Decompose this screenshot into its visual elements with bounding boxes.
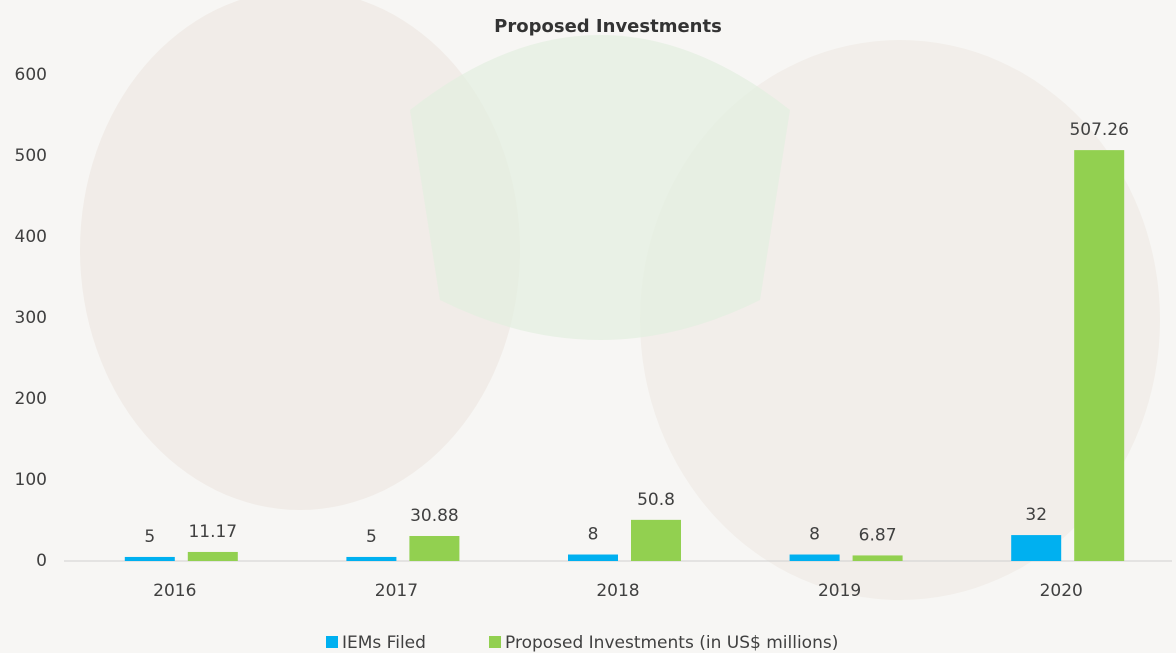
bar (852, 555, 903, 561)
data-label: 30.88 (410, 506, 459, 526)
bar (1011, 535, 1062, 561)
y-tick-label: 600 (15, 65, 47, 85)
legend-label: IEMs Filed (342, 633, 426, 653)
legend-swatch (326, 636, 338, 648)
legend-label: Proposed Investments (in US$ millions) (505, 633, 838, 653)
y-tick-label: 200 (15, 389, 47, 409)
data-label: 5 (366, 527, 377, 547)
bar (631, 519, 681, 561)
data-label: 32 (1025, 505, 1047, 525)
legend-swatch (489, 636, 501, 648)
y-tick-label: 400 (15, 227, 47, 247)
y-tick-label: 100 (15, 470, 47, 490)
data-label: 8 (809, 525, 820, 545)
x-tick-label: 2017 (375, 581, 418, 601)
y-tick-label: 300 (15, 308, 47, 328)
bar (789, 554, 840, 561)
data-label: 50.8 (637, 490, 675, 510)
data-label: 507.26 (1069, 120, 1128, 140)
data-label: 8 (588, 525, 599, 545)
bar (568, 554, 618, 561)
bar (187, 551, 238, 561)
bar (409, 535, 460, 561)
bar (346, 556, 397, 561)
data-label: 5 (144, 527, 155, 547)
x-tick-label: 2018 (596, 581, 639, 601)
bar (124, 556, 175, 561)
y-tick-label: 500 (15, 146, 47, 166)
x-tick-label: 2019 (818, 581, 861, 601)
data-label: 11.17 (188, 522, 237, 542)
chart-title: Proposed Investments (494, 16, 722, 37)
y-tick-label: 0 (36, 551, 47, 571)
background-shape (410, 35, 790, 340)
x-tick-label: 2016 (153, 581, 196, 601)
background-shape (80, 0, 520, 510)
data-label: 6.87 (859, 525, 897, 545)
x-tick-label: 2020 (1040, 581, 1083, 601)
bar (1074, 150, 1125, 562)
